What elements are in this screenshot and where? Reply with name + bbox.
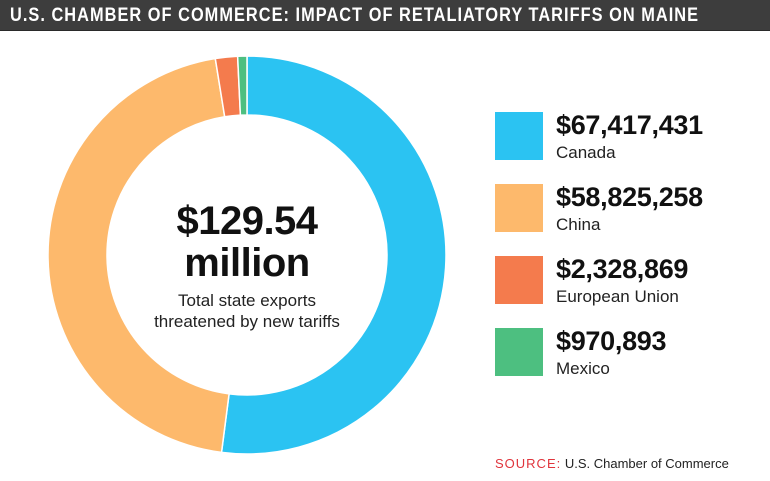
total-unit: million [184, 241, 310, 285]
legend-label: European Union [556, 287, 679, 306]
caption-line-1: Total state exports [178, 291, 316, 310]
legend-value: $2,328,869 [556, 254, 689, 284]
legend-value: $970,893 [556, 326, 667, 356]
legend-label: Mexico [556, 359, 610, 378]
donut-slice-canada [220, 55, 447, 455]
donut-center-label: $129.54 million Total state exports thre… [97, 200, 397, 332]
source-note: SOURCE: U.S. Chamber of Commerce [495, 456, 729, 471]
source-key: SOURCE: [495, 456, 562, 471]
legend-swatch [495, 184, 543, 232]
donut-slice-china [47, 57, 230, 454]
chart-title: U.S. CHAMBER OF COMMERCE: IMPACT OF RETA… [10, 5, 700, 26]
caption-line-2: threatened by new tariffs [154, 312, 340, 331]
legend-swatch [495, 112, 543, 160]
title-bar: U.S. CHAMBER OF COMMERCE: IMPACT OF RETA… [0, 0, 770, 31]
legend-swatch [495, 328, 543, 376]
source-text: U.S. Chamber of Commerce [564, 456, 729, 471]
legend-label: Canada [556, 143, 616, 162]
donut-chart [47, 55, 447, 455]
legend-label: China [556, 215, 601, 234]
legend-value: $67,417,431 [556, 110, 703, 140]
total-value: $129.54 [176, 199, 318, 243]
donut-slice-mexico [236, 55, 248, 116]
legend-value: $58,825,258 [556, 182, 703, 212]
legend-swatch [495, 256, 543, 304]
